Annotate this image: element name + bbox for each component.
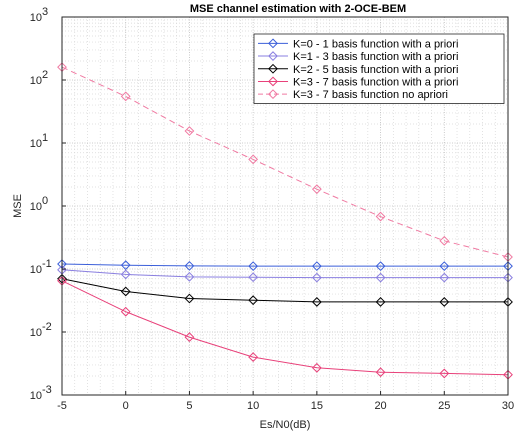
data-point-marker — [311, 184, 322, 195]
data-point-marker — [120, 91, 131, 102]
data-point-marker — [120, 260, 131, 271]
data-point-marker — [184, 271, 195, 282]
legend-box — [253, 33, 505, 104]
x-tick-label: 5 — [186, 400, 192, 412]
data-point-marker — [184, 332, 195, 343]
y-tick-label: 10 — [30, 138, 42, 150]
series-5 — [57, 62, 513, 262]
data-point-marker — [375, 261, 386, 272]
data-point-marker — [184, 260, 195, 271]
y-tick-label: 10 — [30, 75, 42, 87]
legend-entry: K=1 - 3 basis function with a priori — [258, 51, 458, 63]
legend-swatch-marker — [268, 63, 278, 74]
y-tick-exponent: -2 — [42, 321, 52, 333]
data-point-marker — [439, 272, 450, 283]
legend-label: K=3 - 7 basis function no apriori — [293, 89, 448, 101]
y-tick-exponent: 1 — [42, 132, 48, 144]
series-line — [61, 263, 508, 267]
y-tick-exponent: -3 — [42, 384, 52, 396]
data-point-marker — [248, 352, 259, 362]
series-4 — [57, 275, 513, 380]
data-point-marker — [184, 293, 195, 304]
legend-label: K=2 - 5 basis function with a priori — [293, 64, 458, 76]
data-point-marker — [375, 272, 386, 283]
x-axis-ticks: -5 0 5 10 15 20 25 30 — [57, 391, 514, 412]
data-point-marker — [375, 367, 386, 378]
y-tick-label: 10 — [30, 390, 42, 402]
legend-entry: K=0 - 1 basis function with a priori — [258, 38, 458, 50]
legend-swatch-marker — [268, 89, 278, 100]
data-point-marker — [311, 297, 322, 307]
y-tick-label: 10 — [30, 327, 42, 339]
data-point-marker — [248, 154, 259, 165]
legend: K=0 - 1 basis function with a prioriK=1 … — [253, 33, 505, 104]
x-tick-label: -5 — [57, 400, 67, 412]
series-line — [61, 280, 509, 376]
legend-swatch-marker — [268, 76, 278, 87]
data-point-marker — [439, 261, 450, 272]
series-line — [61, 66, 509, 258]
x-axis-label: Es/N0(dB) — [260, 419, 311, 431]
x-tick-label: 30 — [502, 400, 514, 412]
legend-swatch-marker — [268, 38, 278, 49]
series-layer — [57, 62, 513, 380]
chart-title: MSE channel estimation with 2-OCE-BEM — [190, 3, 406, 15]
data-point-marker — [248, 261, 259, 272]
legend-label: K=0 - 1 basis function with a priori — [293, 38, 458, 50]
data-point-marker — [439, 297, 450, 307]
y-tick-label: 10 — [30, 12, 42, 24]
x-tick-label: 10 — [247, 400, 259, 412]
y-tick-exponent: 2 — [42, 69, 48, 81]
data-point-marker — [439, 368, 450, 379]
x-tick-label: 25 — [438, 400, 450, 412]
data-point-marker — [184, 126, 195, 136]
data-point-marker — [439, 235, 450, 246]
data-point-marker — [375, 211, 386, 222]
data-point-marker — [311, 272, 322, 283]
legend-entry: K=3 - 7 basis function no apriori — [258, 89, 448, 101]
data-point-marker — [120, 269, 131, 280]
legend-entry: K=2 - 5 basis function with a priori — [258, 64, 458, 76]
x-tick-label: 15 — [311, 400, 323, 412]
data-point-marker — [375, 297, 386, 307]
data-point-marker — [120, 286, 131, 297]
y-tick-label: 10 — [30, 201, 42, 213]
y-tick-exponent: 0 — [42, 195, 48, 207]
y-tick-exponent: -1 — [42, 258, 52, 270]
x-tick-label: 20 — [374, 400, 386, 412]
y-tick-exponent: 3 — [42, 6, 48, 18]
legend-label: K=1 - 3 basis function with a priori — [293, 51, 458, 63]
data-point-marker — [120, 306, 131, 317]
data-point-marker — [311, 261, 322, 272]
series-line — [61, 278, 508, 303]
legend-entry: K=3 - 7 basis function with a priori — [258, 76, 458, 88]
series-line — [61, 269, 508, 279]
data-point-marker — [311, 362, 322, 373]
x-tick-label: 0 — [123, 400, 129, 412]
legend-swatch-marker — [268, 51, 278, 61]
y-tick-label: 10 — [30, 264, 42, 276]
y-axis-label: MSE — [12, 194, 24, 218]
data-point-marker — [248, 272, 259, 283]
legend-label: K=3 - 7 basis function with a priori — [293, 76, 458, 88]
data-point-marker — [248, 295, 259, 306]
